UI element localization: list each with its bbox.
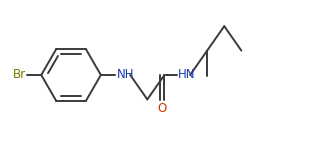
Text: Br: Br — [12, 69, 25, 81]
Text: HN: HN — [178, 69, 195, 81]
Text: NH: NH — [117, 69, 134, 81]
Text: O: O — [158, 102, 167, 115]
